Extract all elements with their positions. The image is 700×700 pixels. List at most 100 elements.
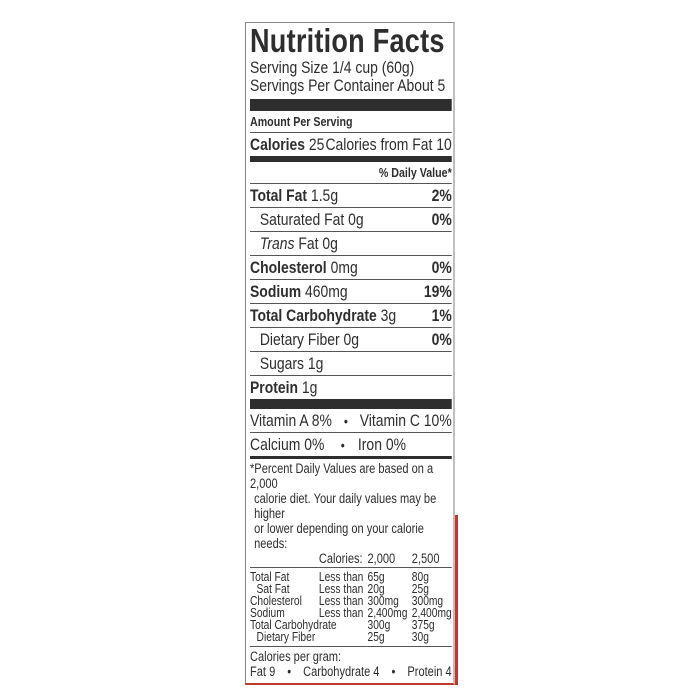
table-cell: 300mg (411, 594, 444, 608)
nutrient-amount: Fat 0g (298, 233, 338, 253)
thick-divider (250, 99, 452, 111)
table-cell: Less than (318, 570, 364, 584)
calories-value: 25 (308, 134, 325, 154)
nutrient-dv: 1% (431, 305, 452, 325)
table-cell: 375g (411, 618, 435, 632)
nutrient-row-total-carbohydrate: Total Carbohydrate 3g 1% (250, 303, 452, 327)
daily-value-header: % Daily Value* (250, 162, 452, 183)
calories-per-gram: Calories per gram: Fat 9 • Carbohydrate … (250, 649, 452, 679)
table-cell: 2,400mg (367, 606, 408, 620)
bullet: • (340, 436, 345, 453)
nutrient-name: Total Carbohydrate (250, 305, 377, 325)
nutrient-row-trans-fat: Trans Fat 0g (250, 231, 452, 255)
table-cell: Dietary Fiber (250, 631, 368, 647)
table-row: Sodium Less than 2,400mg 2,400mg (250, 606, 452, 620)
table-cell: Sodium (250, 606, 285, 620)
table-row: Total Fat Less than 65g 80g (250, 568, 452, 584)
table-row: Sat Fat Less than 20g 25g (250, 582, 452, 596)
amount-per-serving: Amount Per Serving (250, 111, 452, 132)
nutrient-dv: 0% (431, 257, 452, 277)
table-cell: Total Fat (250, 570, 290, 584)
nutrient-name: Sugars 1g (259, 353, 324, 373)
footnote: *Percent Daily Values are based on a 2,0… (250, 461, 452, 551)
table-cell: 2,400mg (411, 606, 452, 620)
table-header-row: Calories: 2,000 2,500 (250, 551, 452, 568)
table-cell: 300mg (367, 594, 399, 608)
calories-per-gram-label: Calories per gram: (250, 649, 342, 664)
nutrient-row-sugars: Sugars 1g (250, 351, 452, 375)
package-edge-strip (455, 515, 458, 685)
nutrient-row-dietary-fiber: Dietary Fiber 0g 0% (250, 327, 452, 351)
nutrient-row-sodium: Sodium 460mg 19% (250, 279, 452, 303)
table-cell: Cholesterol (250, 594, 302, 608)
vitamin-c: Vitamin C 10% (359, 410, 452, 430)
label-title: Nutrition Facts (250, 22, 445, 59)
nutrient-name: Sodium (250, 281, 302, 301)
nutrient-name: Protein (250, 377, 299, 397)
nutrition-facts-label: Nutrition Facts Serving Size 1/4 cup (60… (245, 22, 458, 685)
nutrient-name: Total Fat (250, 185, 308, 205)
table-header-cell: 2,500 (411, 551, 452, 568)
thick-divider (250, 399, 452, 409)
table-header-cell: 2,000 (367, 551, 412, 568)
carb-calories: Carbohydrate 4 (303, 664, 380, 679)
table-cell: 300g (367, 618, 391, 632)
daily-value-text: % Daily Value* (378, 165, 452, 180)
mineral-row: Calcium 0% • Iron 0% (250, 432, 452, 456)
nutrient-name: Saturated Fat 0g (259, 209, 364, 229)
bullet: • (391, 664, 396, 679)
table-cell: 65g (367, 570, 385, 584)
table-cell: 80g (411, 570, 429, 584)
table-cell: 20g (367, 582, 385, 596)
table-row: Cholesterol Less than 300mg 300mg (250, 594, 452, 608)
nutrient-name: Cholesterol (250, 257, 327, 277)
footnote-line: *Percent Daily Values are based on a 2,0… (250, 461, 434, 491)
table-cell: Sat Fat (256, 582, 290, 596)
bullet: • (287, 664, 292, 679)
footnote-line: calorie diet. Your daily values may be h… (254, 491, 437, 521)
calories-per-gram-values: Fat 9 • Carbohydrate 4 • Protein 4 (250, 664, 452, 679)
calcium: Calcium 0% (250, 434, 325, 454)
vitamin-a: Vitamin A 8% (250, 410, 332, 430)
table-cell: 30g (411, 631, 452, 647)
servings-per-container: Servings Per Container About 5 (250, 76, 446, 95)
table-cell: Total Carbohydrate (250, 618, 337, 632)
protein-calories: Protein 4 (407, 664, 452, 679)
nutrient-dv: 2% (431, 185, 452, 205)
fat-calories: Fat 9 (250, 664, 276, 679)
footnote-line: or lower depending on your calorie needs… (254, 521, 424, 551)
table-header-cell: Calories: (318, 551, 368, 568)
table-cell: 25g (411, 582, 429, 596)
medium-divider (250, 156, 452, 162)
nutrient-row-protein: Protein 1g (250, 375, 452, 399)
nutrient-amount: 1.5g (310, 185, 339, 205)
calories-label: Calories (250, 134, 306, 154)
nutrient-dv: 0% (431, 209, 452, 229)
calories-row: Calories 25 Calories from Fat 10 (250, 132, 452, 156)
vitamin-row: Vitamin A 8% • Vitamin C 10% (250, 409, 452, 432)
nutrient-amount: 0mg (330, 257, 358, 277)
nutrient-amount: 3g (380, 305, 397, 325)
nutrient-row-saturated-fat: Saturated Fat 0g 0% (250, 207, 452, 231)
calories-from-fat: Calories from Fat 10 (325, 134, 452, 154)
iron: Iron 0% (357, 434, 406, 454)
table-row: Dietary Fiber 25g 30g (250, 631, 452, 647)
divider (250, 456, 452, 459)
bullet: • (343, 412, 348, 429)
table-cell: Less than (318, 606, 364, 620)
table-cell: 25g (367, 631, 412, 647)
nutrient-row-cholesterol: Cholesterol 0mg 0% (250, 255, 452, 279)
table-cell: Less than (318, 582, 364, 596)
serving-size: Serving Size 1/4 cup (60g) (250, 58, 415, 77)
nutrient-name: Dietary Fiber 0g (259, 329, 360, 349)
amount-per-serving-text: Amount Per Serving (250, 114, 353, 129)
nutrient-amount: 1g (301, 377, 318, 397)
nutrient-dv: 19% (423, 281, 452, 301)
nutrient-row-total-fat: Total Fat 1.5g 2% (250, 183, 452, 207)
table-cell: Less than (318, 594, 364, 608)
table-row: Total Carbohydrate 300g 375g (250, 618, 452, 632)
nutrient-amount: 460mg (305, 281, 348, 301)
daily-values-table: Calories: 2,000 2,500 Total Fat Less than… (250, 551, 452, 647)
nutrient-name: Trans (259, 233, 295, 253)
nutrient-dv: 0% (431, 329, 452, 349)
